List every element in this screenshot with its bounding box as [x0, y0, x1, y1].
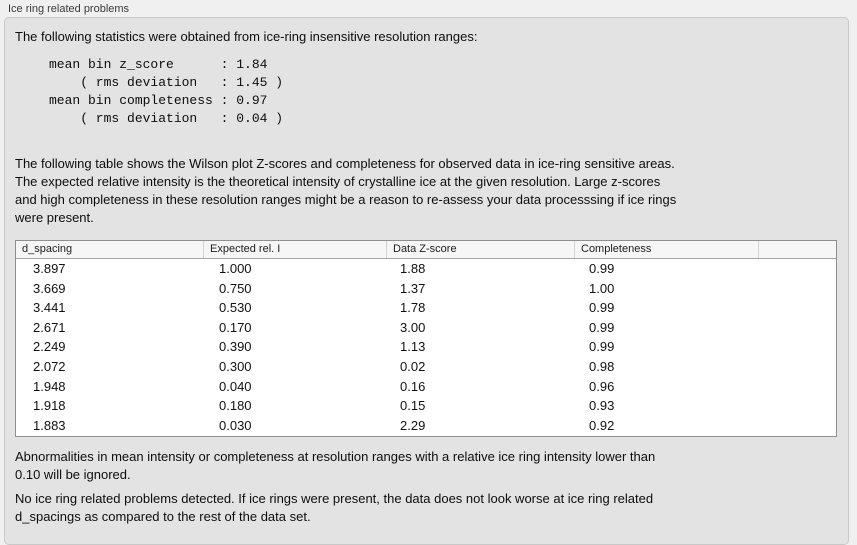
- cell-completeness: 0.99: [589, 339, 615, 355]
- ignore-note-text: Abnormalities in mean intensity or compl…: [15, 449, 656, 482]
- cell-d-spacing: 3.897: [33, 261, 66, 277]
- cell-expected-rel-i: 0.040: [219, 378, 252, 394]
- column-header-data-z-score[interactable]: Data Z-score: [387, 241, 575, 258]
- table-row[interactable]: 3.441 0.530 1.78 0.99: [16, 298, 836, 318]
- cell-expected-rel-i: 0.180: [219, 398, 252, 414]
- column-header-filler: [759, 241, 836, 258]
- cell-expected-rel-i: 1.000: [219, 261, 252, 277]
- ice-ring-problems-panel: The following statistics were obtained f…: [4, 17, 849, 545]
- group-box-title: Ice ring related problems: [8, 3, 130, 15]
- cell-completeness: 0.99: [589, 300, 615, 316]
- column-header-d-spacing[interactable]: d_spacing: [16, 241, 204, 258]
- cell-completeness: 0.93: [589, 398, 615, 414]
- intro-text: The following statistics were obtained f…: [15, 29, 478, 44]
- cell-completeness: 1.00: [589, 280, 615, 296]
- cell-d-spacing: 2.671: [33, 319, 66, 335]
- cell-completeness: 0.96: [589, 378, 615, 394]
- table-header-row: d_spacing Expected rel. I Data Z-score C…: [16, 241, 836, 259]
- ice-ring-table: d_spacing Expected rel. I Data Z-score C…: [15, 240, 837, 437]
- cell-d-spacing: 1.948: [33, 378, 66, 394]
- column-header-expected-rel-i[interactable]: Expected rel. I: [204, 241, 387, 258]
- table-row[interactable]: 1.918 0.180 0.15 0.93: [16, 395, 836, 416]
- cell-expected-rel-i: 0.390: [219, 339, 252, 355]
- cell-expected-rel-i: 0.030: [219, 417, 252, 433]
- description-text: The following table shows the Wilson plo…: [15, 156, 677, 225]
- cell-d-spacing: 2.072: [33, 359, 66, 374]
- table-row[interactable]: 1.883 0.030 2.29 0.92: [16, 415, 836, 435]
- cell-completeness: 0.92: [589, 417, 615, 433]
- cell-completeness: 0.98: [589, 359, 615, 374]
- table-row[interactable]: 2.072 0.300 0.02 0.98: [16, 356, 836, 377]
- cell-data-z-score: 3.00: [400, 319, 426, 335]
- table-row[interactable]: 2.671 0.170 3.00 0.99: [16, 317, 836, 338]
- table-row[interactable]: 3.897 1.000 1.88 0.99: [16, 259, 836, 279]
- cell-expected-rel-i: 0.530: [219, 300, 252, 316]
- table-row[interactable]: 3.669 0.750 1.37 1.00: [16, 278, 836, 299]
- cell-data-z-score: 1.88: [400, 261, 426, 277]
- cell-data-z-score: 1.37: [400, 280, 426, 296]
- cell-expected-rel-i: 0.300: [219, 359, 252, 374]
- conclusion-text: No ice ring related problems detected. I…: [15, 491, 654, 524]
- cell-data-z-score: 0.02: [400, 359, 426, 374]
- table-row[interactable]: 2.249 0.390 1.13 0.99: [16, 337, 836, 357]
- cell-completeness: 0.99: [589, 319, 615, 335]
- cell-d-spacing: 1.883: [33, 417, 66, 433]
- cell-d-spacing: 3.441: [33, 300, 66, 316]
- stats-block: mean bin z_score : 1.84 ( rms deviation …: [49, 57, 284, 126]
- cell-d-spacing: 3.669: [33, 280, 66, 296]
- cell-d-spacing: 1.918: [33, 398, 66, 414]
- cell-d-spacing: 2.249: [33, 339, 66, 355]
- cell-data-z-score: 0.16: [400, 378, 426, 394]
- cell-expected-rel-i: 0.750: [219, 280, 252, 296]
- cell-data-z-score: 1.13: [400, 339, 426, 355]
- cell-expected-rel-i: 0.170: [219, 319, 252, 335]
- column-header-completeness[interactable]: Completeness: [575, 241, 759, 258]
- cell-data-z-score: 2.29: [400, 417, 426, 433]
- cell-completeness: 0.99: [589, 261, 615, 277]
- cell-data-z-score: 1.78: [400, 300, 426, 316]
- cell-data-z-score: 0.15: [400, 398, 426, 414]
- table-row[interactable]: 1.948 0.040 0.16 0.96: [16, 376, 836, 396]
